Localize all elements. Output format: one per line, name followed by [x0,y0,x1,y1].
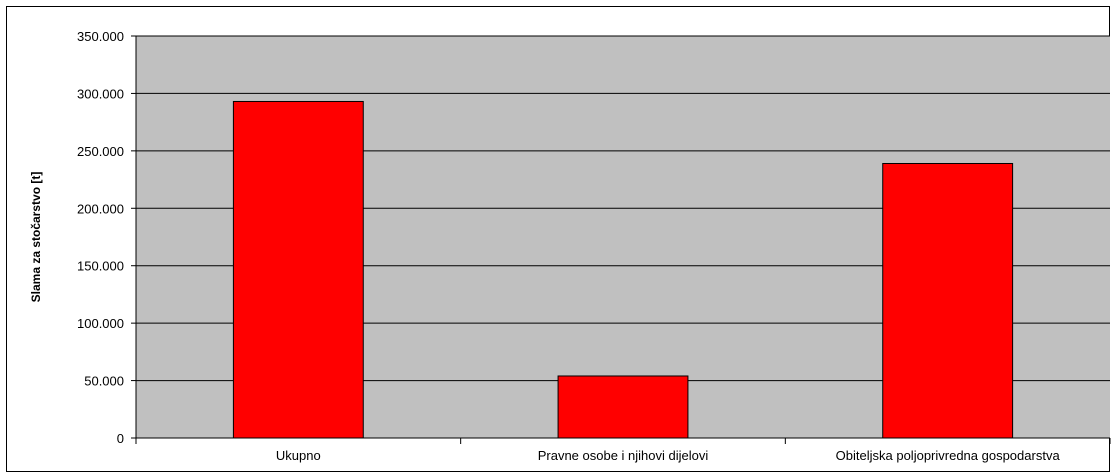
bar [557,375,689,439]
y-tick-label: 50.000 [84,374,124,389]
bar [232,100,364,439]
x-tick-label: Obiteljska poljoprivredna gospodarstva [836,448,1061,463]
y-tick-label: 250.000 [77,144,124,159]
y-tick-label: 0 [117,431,124,446]
y-tick-label: 300.000 [77,86,124,101]
y-axis-ticks: 0 50.000 100.000 150.000 200.000 250.000 300.0… [77,29,137,446]
y-tick-label: 350.000 [77,29,124,44]
bar [882,162,1014,439]
y-tick-label: 150.000 [77,259,124,274]
x-tick-label: Ukupno [276,448,321,463]
y-tick-label: 200.000 [77,201,124,216]
y-tick-label: 100.000 [77,316,124,331]
y-axis-label: Slama za stočarstvo [t] [29,172,43,303]
x-axis: Ukupno Pravne osobe i njihovi dijelovi Obi… [135,437,1111,463]
bars [232,100,1014,439]
x-tick-label: Pravne osobe i njihovi dijelovi [538,448,709,463]
